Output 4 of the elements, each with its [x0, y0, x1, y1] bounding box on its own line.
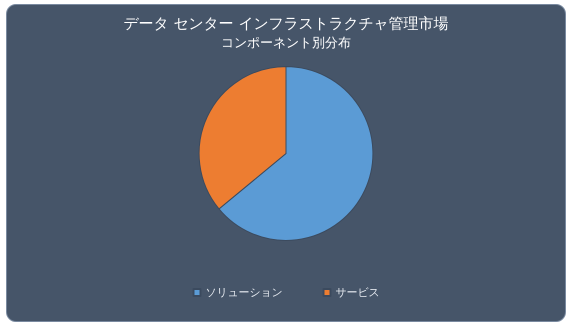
chart-subtitle: コンポーネント別分布	[221, 36, 351, 51]
chart-title: データ センター インフラストラクチャ管理市場	[124, 14, 448, 32]
legend-label: サービス	[336, 286, 380, 299]
legend-label: ソリューション	[206, 286, 282, 299]
